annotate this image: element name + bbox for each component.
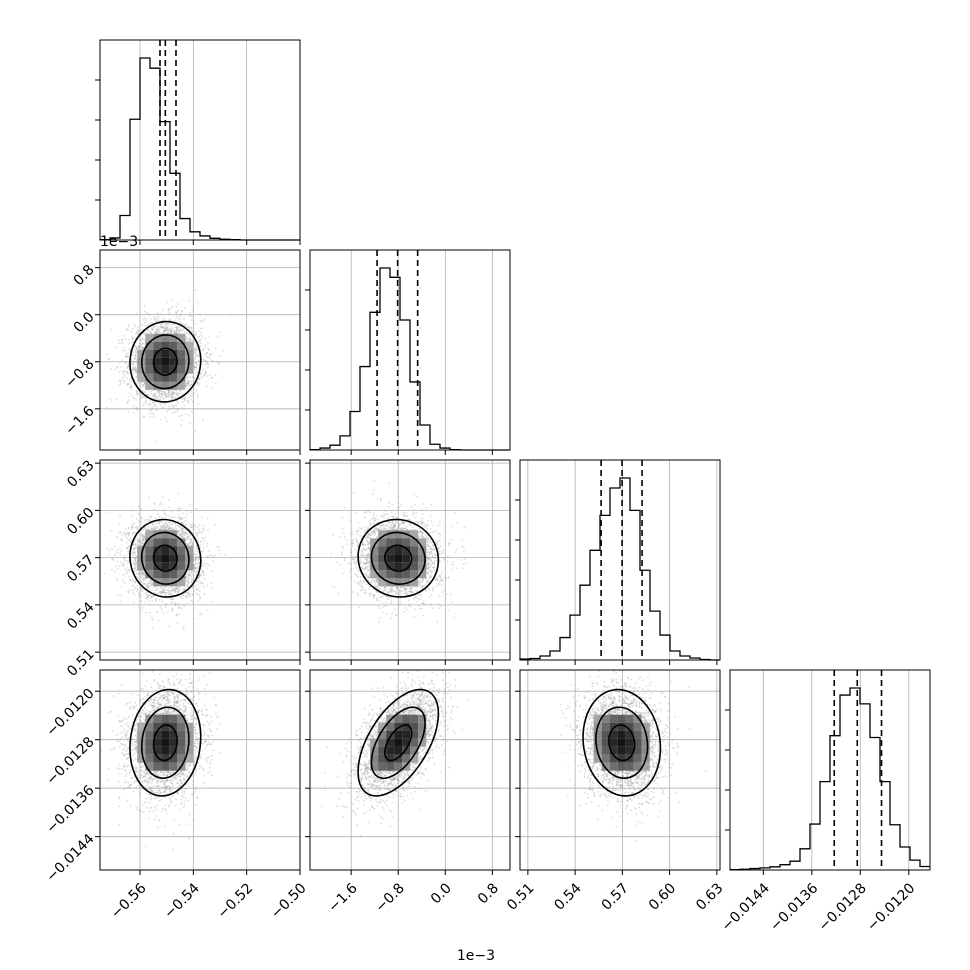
y-tick-label: 0.8 (71, 262, 98, 289)
x-offset-label: 1e−3 (457, 948, 495, 964)
scatter-panel-2-0: 0.51 0.54 0.57 0.60 0.63 (64, 457, 300, 679)
density-cells (137, 715, 193, 771)
x-tick-label: −0.50 (268, 880, 310, 922)
x-tick-label: −0.8 (372, 880, 407, 915)
x-tick-label: −0.0120 (864, 880, 918, 934)
histogram-steps (520, 478, 720, 660)
y-tick-label: 0.51 (64, 646, 97, 679)
histogram-steps (100, 58, 300, 240)
x-tick-label: −0.0128 (816, 880, 870, 934)
histogram-steps (310, 268, 510, 450)
x-tick-label: 0.57 (599, 880, 632, 913)
x-tick-label: −0.0136 (767, 880, 821, 934)
histogram-panel-3: −0.0144−0.0136−0.0128−0.0120 (719, 670, 930, 935)
y-tick-label: −0.8 (62, 356, 97, 391)
scatter-panel-1-0: −1.6 −0.8 0.0 0.8 (62, 250, 300, 455)
x-tick-label: 0.54 (551, 880, 584, 913)
y-tick-label: 0.0 (71, 309, 98, 336)
histogram-panel-1 (305, 250, 510, 455)
x-tick-label: 0.63 (693, 880, 726, 913)
density-cells (137, 530, 193, 586)
histogram-panel-0 (95, 40, 300, 245)
histogram-steps (730, 688, 930, 870)
y-tick-label: −0.0136 (43, 782, 97, 836)
y-tick-label: −0.0144 (43, 831, 97, 885)
density-cells (370, 715, 426, 771)
y-tick-label: −1.6 (62, 403, 97, 438)
y-tick-label: 0.57 (64, 552, 97, 585)
x-tick-label: −0.52 (215, 880, 257, 922)
x-tick-label: −0.0144 (719, 880, 773, 934)
y-tick-label: 0.60 (64, 505, 97, 538)
density-cells (137, 334, 193, 390)
scatter-panel-3-0: −0.56 −0.54 −0.52 −0.50−0.0144−0.0136−0.012… (43, 669, 309, 922)
scatter-panel-2-1 (305, 460, 510, 665)
scatter-panel-3-2: 0.51 0.54 0.57 0.60 0.63 (504, 669, 726, 913)
x-tick-label: 0.51 (504, 880, 537, 913)
x-tick-label: −0.54 (161, 880, 203, 922)
y-offset-label: 1e−3 (100, 234, 138, 250)
x-tick-label: −0.56 (108, 880, 150, 922)
x-tick-label: 0.60 (646, 880, 679, 913)
histogram-panel-2 (515, 460, 720, 665)
scatter-panel-3-1: −1.6 −0.8 0.0 0.8 (305, 670, 510, 916)
y-tick-label: −0.0128 (43, 734, 97, 788)
y-tick-label: 0.54 (64, 599, 97, 632)
x-tick-label: 0.0 (428, 880, 455, 907)
y-tick-label: −0.0120 (43, 686, 97, 740)
x-tick-label: −1.6 (325, 880, 360, 915)
x-tick-label: 0.8 (475, 880, 502, 907)
y-tick-label: 0.63 (64, 457, 97, 490)
